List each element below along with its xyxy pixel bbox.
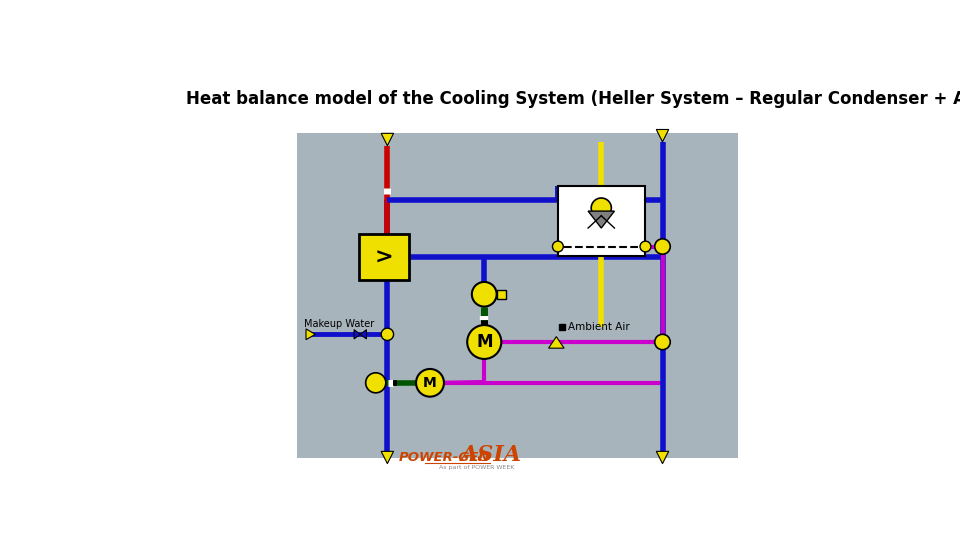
Circle shape — [640, 241, 651, 252]
Polygon shape — [381, 451, 394, 464]
Text: Heat balance model of the Cooling System (Heller System – Regular Condenser + Ai: Heat balance model of the Cooling System… — [186, 90, 960, 109]
Text: M: M — [476, 333, 492, 351]
Circle shape — [472, 282, 496, 307]
Circle shape — [655, 239, 670, 254]
Polygon shape — [354, 330, 360, 339]
Text: As part of POWER WEEK: As part of POWER WEEK — [439, 465, 515, 470]
Polygon shape — [381, 133, 394, 146]
Polygon shape — [657, 130, 669, 142]
Text: >: > — [374, 248, 394, 268]
Text: POWER-GEN: POWER-GEN — [398, 451, 490, 464]
Circle shape — [655, 334, 670, 350]
Bar — [558, 186, 645, 256]
Circle shape — [366, 373, 386, 393]
Polygon shape — [588, 211, 614, 228]
Text: Ambient Air: Ambient Air — [568, 322, 630, 332]
Circle shape — [381, 328, 394, 340]
Text: M: M — [423, 376, 437, 390]
Bar — [359, 234, 409, 280]
Circle shape — [416, 369, 444, 397]
Bar — [496, 289, 506, 299]
Circle shape — [552, 241, 564, 252]
Polygon shape — [360, 330, 367, 339]
Bar — [297, 132, 738, 457]
Polygon shape — [306, 329, 315, 340]
Circle shape — [591, 198, 612, 218]
Text: ASIA: ASIA — [461, 444, 521, 466]
Text: Makeup Water: Makeup Water — [304, 319, 374, 328]
Polygon shape — [548, 336, 564, 348]
Polygon shape — [657, 451, 669, 464]
Circle shape — [468, 325, 501, 359]
